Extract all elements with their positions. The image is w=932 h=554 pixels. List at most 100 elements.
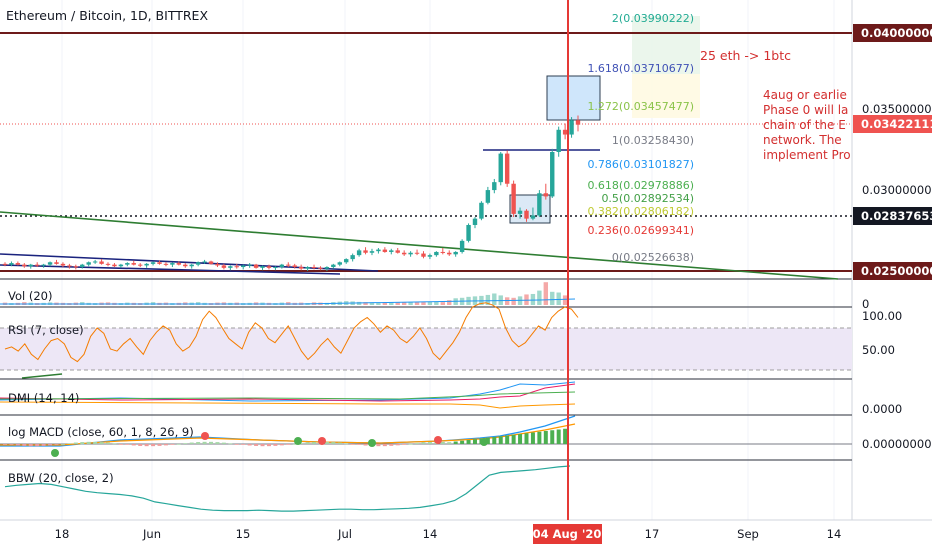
vol-label[interactable]: Vol (20) [8,289,53,303]
fib-band-lower [632,74,700,118]
macd-hist-bar [440,441,445,444]
bbw-label[interactable]: BBW (20, close, 2) [8,471,114,485]
candle [498,152,503,186]
candle [41,263,46,268]
macd-cross-dot [480,438,488,446]
volume-bar [401,302,407,305]
macd-hist-bar [273,444,278,446]
price-badge-0283: 0.02837653 [853,207,932,225]
volume-bar [485,294,491,305]
candle [157,260,162,265]
price-badge-current: 0.03422111 [853,115,932,133]
macd-cross-dot [201,432,209,440]
candle [112,263,117,268]
fib-label-0.382: 0.382(0.02806182) [587,205,694,218]
candle [247,263,252,268]
candle [234,263,239,269]
macd-hist-bar [99,442,104,444]
macd-cross-dot [51,449,59,457]
candle [350,253,355,262]
candle [273,266,278,271]
candle [2,262,8,267]
macd-hist-bar [402,444,407,445]
candle [80,263,85,269]
time-tick: 15 [236,527,251,541]
candle [318,266,323,271]
candle [286,262,291,268]
phase-annotation: 4aug or earlie Phase 0 will la chain of … [763,88,851,162]
candle [221,263,227,270]
volume-bar [556,292,561,305]
volume-bar [434,301,439,305]
time-tick: 18 [55,527,70,541]
macd-hist-bar [35,444,40,447]
volume-bar [543,282,549,305]
candle [562,123,568,140]
fib-label-1.618: 1.618(0.03710677) [587,62,694,75]
candle [202,259,207,264]
candle [472,217,478,229]
macd-hist-bar [228,443,233,445]
time-tick: 14 [423,527,438,541]
candle [253,263,259,269]
candle [208,260,214,265]
macd-hist-bar [305,442,310,444]
macd-hist-bar [106,442,111,444]
volume-bar [395,302,400,305]
rsi-green-arrow [21,373,63,379]
candle [485,186,491,205]
candle [163,262,169,267]
macd-hist-bar [550,430,555,444]
trendline-navy-2 [0,264,341,275]
volume-bar [511,297,516,305]
candle [408,251,413,257]
macd-hist-bar [408,443,413,445]
macd-hist-bar [421,442,426,444]
macd-hist-bar [498,436,503,444]
macd-hist-bar [241,444,246,445]
macd-hist-bar [215,442,220,444]
candle [459,239,465,254]
price-badge-025: 0.02500000 [853,262,932,280]
macd-label[interactable]: log MACD (close, 60, 1, 8, 26, 9) [8,425,194,439]
candle [150,261,156,266]
macd-hist-bar [131,444,136,446]
candle [389,248,394,255]
macd-hist-bar [247,444,252,446]
dmi-label[interactable]: DMI (14, 14) [8,391,80,405]
fib-label-0.236: 0.236(0.02699341) [587,224,694,237]
phase-line-4: network. The [763,133,842,147]
volume-bar [447,300,452,305]
candle [517,207,523,219]
candle [401,250,407,256]
macd-hist-bar [209,441,214,444]
macd-hist-bar [54,444,59,445]
volume-bar [363,302,368,305]
candle [331,263,336,269]
macd-hist-bar [48,444,53,446]
volume-bar [440,302,445,305]
candle [311,264,317,270]
macd-hist-bar [202,441,207,444]
candle [382,247,388,253]
phase-line-2: Phase 0 will la [763,103,848,117]
macd-hist-bar [357,444,362,445]
candle [504,150,510,187]
macd-hist-bar [144,444,149,447]
phase-line-3: chain of the E [763,118,846,132]
macd-cross-dot [434,436,442,444]
candle [9,261,14,267]
macd-hist-bar [312,442,317,444]
macd-hist-bar [28,444,33,447]
fib-label-0.5: 0.5(0.02892534) [601,192,694,205]
macd-hist-bar [530,432,535,444]
candle [67,263,72,269]
macd-hist-bar [460,440,465,444]
chart-title: Ethereum / Bitcoin, 1D, BITTREX [6,8,209,23]
candle [356,248,362,257]
fib-label-0.618: 0.618(0.02978886) [587,179,694,192]
rsi-label[interactable]: RSI (7, close) [8,323,84,337]
macd-hist-bar [3,444,7,445]
candle [118,263,124,268]
